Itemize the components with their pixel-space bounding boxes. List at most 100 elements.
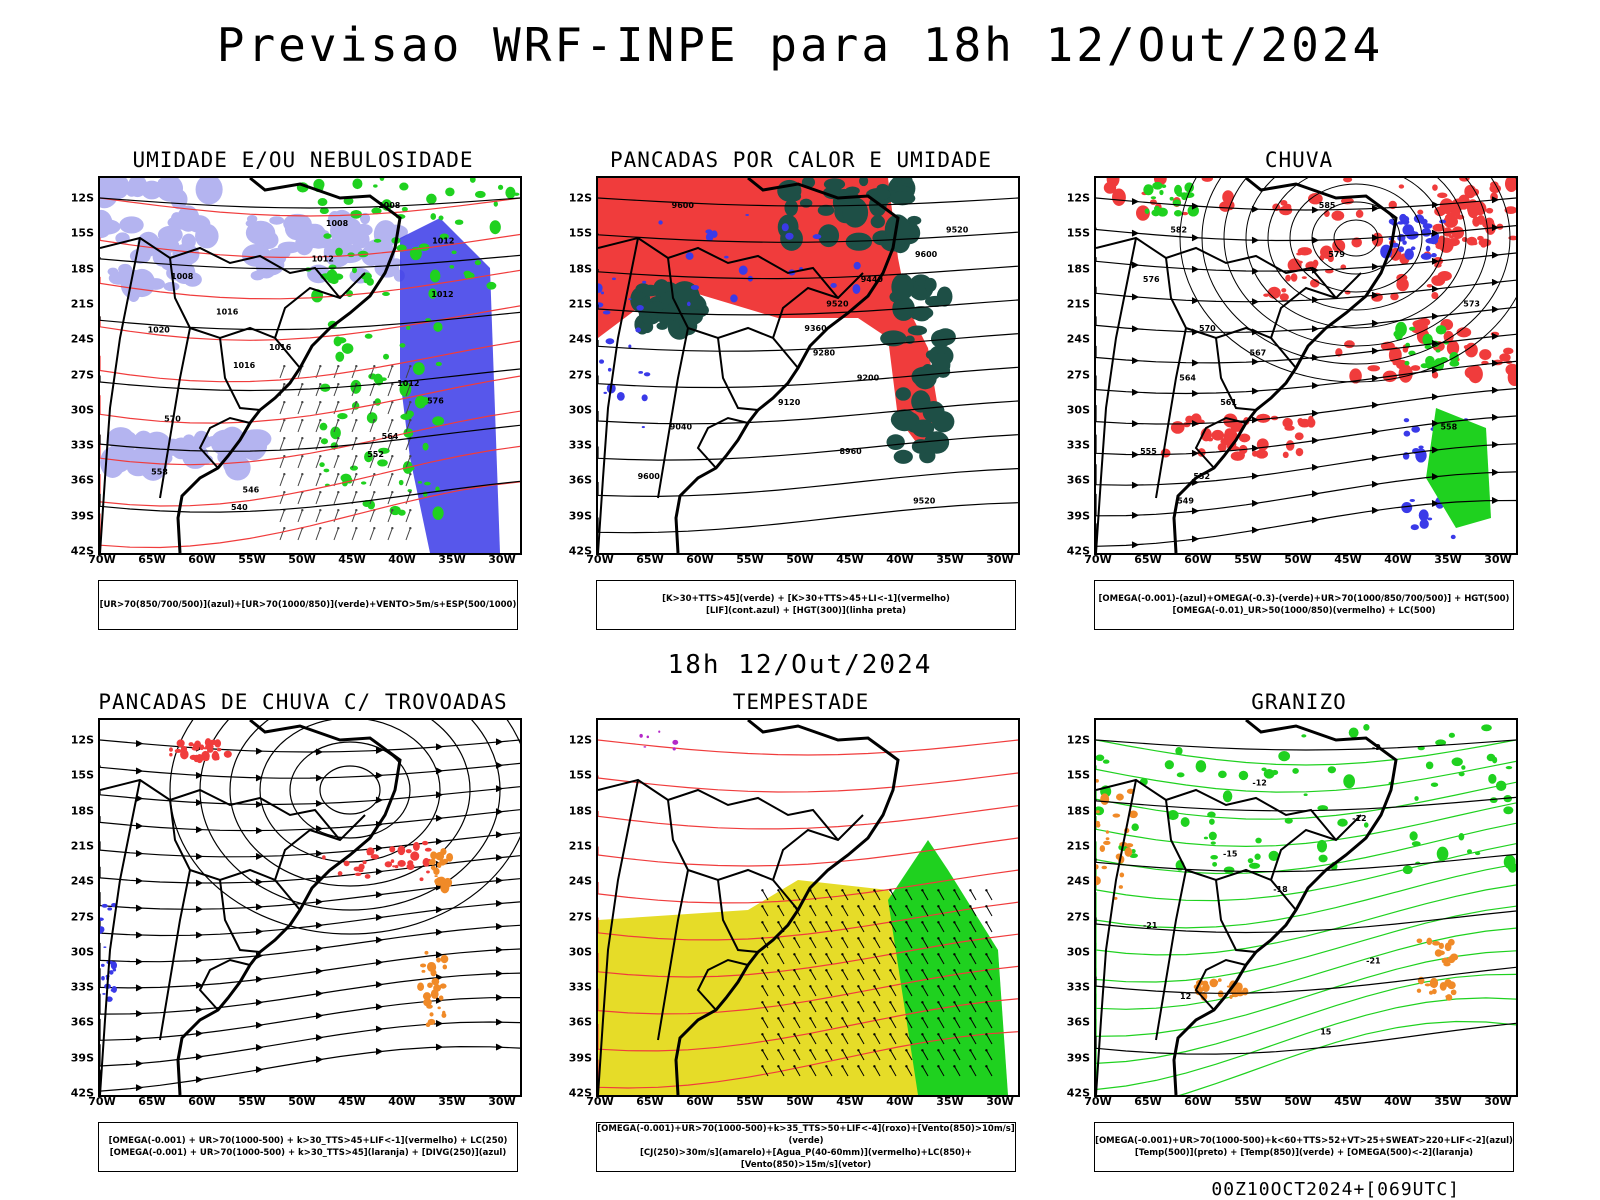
field-area (656, 322, 668, 330)
field-area (1425, 245, 1431, 252)
flow-arrow (135, 877, 144, 885)
flow-arrow (195, 905, 204, 913)
wind-vector (905, 890, 913, 901)
flow-arrow (1431, 500, 1440, 507)
longitude-tick-label: 35W (438, 553, 466, 566)
latitude-tick-label: 21S (568, 839, 592, 853)
field-area (1418, 445, 1424, 449)
contour-line (1096, 781, 1516, 820)
wind-vector-head (793, 1033, 796, 1036)
wind-vector-head (889, 1001, 892, 1004)
wind-vector-head (809, 969, 812, 972)
wind-vector (985, 1050, 993, 1061)
field-area (1363, 724, 1370, 731)
flow-arrow (495, 761, 504, 769)
wind-vector-head (355, 436, 358, 440)
contour-line (100, 481, 520, 549)
flow-arrow (375, 1025, 384, 1033)
latitude-tick-label: 21S (1066, 297, 1090, 311)
wind-vector (985, 970, 993, 981)
field-area (605, 338, 615, 345)
field-area (364, 874, 371, 879)
latitude-tick-label: 24S (568, 874, 592, 888)
flow-arrow (1491, 497, 1500, 504)
field-area (1295, 447, 1304, 457)
wind-vector-head (777, 889, 780, 892)
field-area (1112, 813, 1121, 818)
latitude-tick-label: 27S (1066, 910, 1090, 923)
wind-vector (857, 970, 865, 981)
wind-vector (937, 890, 945, 901)
latitude-tick-label: 15S (70, 226, 94, 240)
field-area (1202, 983, 1210, 993)
field-area (439, 233, 449, 240)
field-area (1448, 732, 1455, 738)
wind-vector (937, 986, 945, 997)
field-area (269, 216, 285, 225)
field-area (486, 281, 497, 290)
field-area (426, 870, 430, 874)
field-area (100, 917, 104, 922)
flow-arrow (435, 814, 444, 822)
field-area (1416, 988, 1422, 993)
contour-label: -15 (1223, 850, 1238, 859)
flow-arrow (1251, 358, 1260, 366)
contour-line (1096, 1022, 1516, 1055)
wind-vector-head (761, 985, 764, 988)
contour-line (1096, 499, 1516, 547)
wind-vector (809, 922, 817, 933)
wind-vector (969, 1066, 977, 1077)
latitude-tick-label: 42S (70, 544, 94, 558)
field-area (107, 907, 113, 911)
wind-vector (777, 1018, 785, 1029)
field-area (417, 480, 423, 484)
wind-vector-head (905, 1049, 908, 1052)
field-area (469, 178, 476, 183)
longitude-tick-label: 45W (836, 1095, 864, 1108)
wind-vector (369, 419, 375, 433)
flow-arrow (1131, 293, 1140, 301)
wind-vector (297, 455, 303, 469)
flow-arrow (1371, 454, 1380, 462)
flow-arrow (495, 994, 504, 1002)
wind-vector-head (985, 905, 988, 908)
wind-vector-head (809, 985, 812, 988)
field-area (1447, 938, 1455, 946)
wind-vector-head (355, 454, 358, 458)
field-area (1331, 210, 1345, 221)
wind-vector-head (793, 1049, 796, 1052)
wind-vector (351, 527, 357, 541)
wind-vector-head (953, 905, 956, 908)
country-border (772, 814, 864, 881)
longitude-tick-label: 60W (188, 1095, 216, 1108)
field-area (119, 216, 144, 234)
field-area (1309, 278, 1320, 288)
country-border (198, 416, 251, 469)
field-area (1458, 833, 1465, 841)
wind-vector-head (809, 921, 812, 924)
longitude-tick-label: 60W (1184, 1095, 1212, 1108)
contour-line (199, 720, 501, 911)
forecast-map: 9600 9520 9600 9440 9520 9360 9280 9200 9120 9040… (596, 176, 1020, 555)
wind-vector (351, 509, 357, 523)
wind-vector-head (809, 905, 812, 908)
wind-vector (351, 455, 357, 469)
contour-label: 567 (1250, 349, 1267, 358)
wind-vector (969, 938, 977, 949)
contour-line (1096, 471, 1516, 517)
contour-line (100, 786, 520, 806)
flow-arrow (375, 1003, 384, 1011)
wind-vector-head (319, 364, 322, 368)
wind-vector (921, 1050, 929, 1061)
wind-vector (953, 986, 961, 997)
field-area (432, 416, 445, 426)
contour-label: 1016 (216, 308, 239, 317)
latitude-tick-label: 39S (1066, 1051, 1090, 1065)
field-area (373, 184, 378, 188)
contour-line (100, 197, 520, 217)
field-area (373, 238, 382, 243)
wind-vector (841, 1050, 849, 1061)
contour-line (100, 972, 520, 1015)
field-area (1435, 325, 1447, 335)
flow-arrow (1191, 420, 1200, 428)
